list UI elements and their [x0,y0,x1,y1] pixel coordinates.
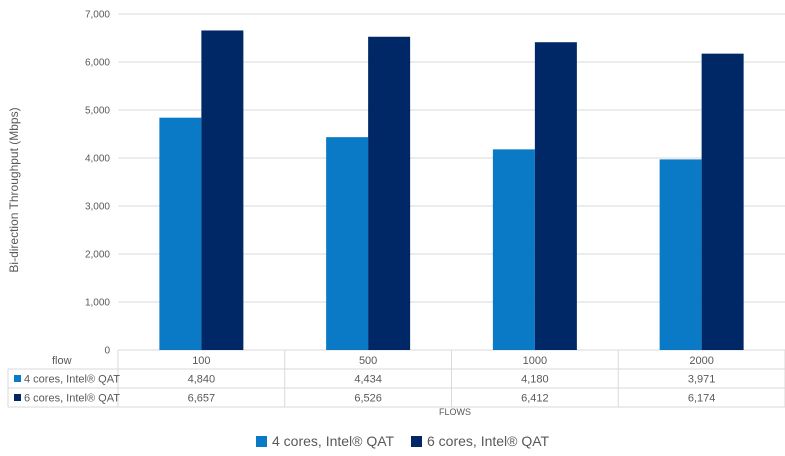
y-tick-label: 6,000 [85,58,110,69]
y-tick-label: 3,000 [85,202,110,213]
y-tick-label: 4,000 [85,154,110,165]
y-axis-label: Bi-direction Throughput (Mbps) [7,107,21,272]
bar-four-cores-500 [326,137,369,350]
bar-four-cores-1000 [492,149,535,350]
data-label: 4,434 [354,374,382,386]
data-label: 6,526 [354,393,382,405]
data-label: 6,174 [688,393,716,405]
bar-six-cores-500 [368,36,411,350]
data-table: flow 100 500 1000 2000 4 cores, Intel® QAT 4,8… [7,350,785,408]
data-label: 6,657 [188,393,216,405]
legend-label: 4 cores, Intel® QAT [272,433,395,449]
data-label: 3,971 [688,374,716,386]
bar-six-cores-2000 [701,53,744,350]
legend-label: 6 cores, Intel® QAT [427,433,550,449]
y-tick-label: 2,000 [85,250,110,261]
table-series-key [14,375,21,382]
x-axis-label: FLOWS [439,407,471,417]
bar-six-cores-1000 [534,42,577,350]
y-axis-ticks: 0 1,000 2,000 3,000 4,000 5,000 6,000 7,000 [85,10,110,357]
table-series-name: 6 cores, Intel® QAT [24,393,120,405]
table-header-label: flow [52,355,72,367]
legend-swatch [256,436,267,447]
data-label: 6,412 [521,393,549,405]
bar-four-cores-100 [159,117,202,351]
bars [159,30,744,351]
data-label: 4,840 [188,374,216,386]
y-tick-label: 7,000 [85,10,110,21]
bar-four-cores-2000 [659,159,702,350]
category-label: 100 [192,355,210,367]
y-tick-label: 5,000 [85,106,110,117]
legend: 4 cores, Intel® QAT 6 cores, Intel® QAT [256,433,550,449]
category-label: 500 [359,355,377,367]
y-tick-label: 1,000 [85,298,110,309]
bar-six-cores-100 [201,30,244,351]
category-label: 2000 [689,355,713,367]
legend-swatch [411,436,422,447]
category-label: 1000 [523,355,547,367]
y-tick-label: 0 [104,346,110,357]
table-series-name: 4 cores, Intel® QAT [24,374,120,386]
table-series-key [14,394,21,401]
data-label: 4,180 [521,374,549,386]
